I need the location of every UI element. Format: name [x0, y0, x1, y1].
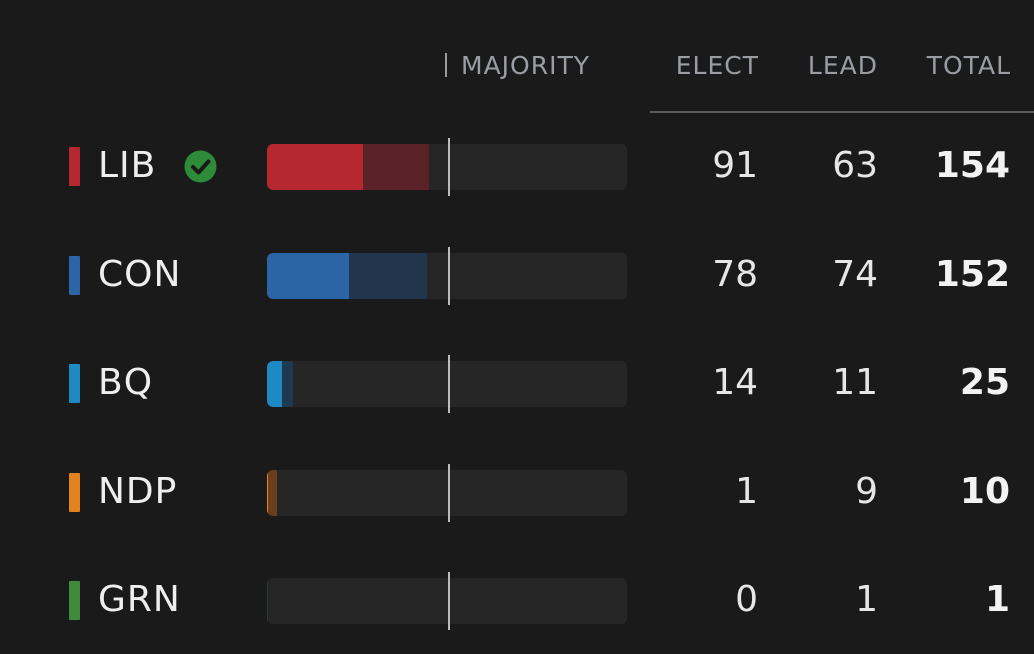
party-row-bq: BQ 14 11 25	[0, 355, 1034, 415]
majority-line	[448, 464, 450, 522]
total-count: 1	[984, 579, 1010, 620]
total-column-header: TOTAL	[926, 51, 1011, 80]
party-name: BQ	[98, 362, 154, 403]
lead-count: 9	[855, 471, 878, 512]
seat-bar-elect-segment	[267, 361, 282, 407]
seat-bar-elect-segment	[267, 144, 363, 190]
lead-column-header: LEAD	[807, 51, 878, 80]
lead-count: 63	[832, 145, 878, 186]
check-circle-icon	[184, 150, 217, 183]
lead-count: 1	[855, 579, 878, 620]
majority-line	[448, 247, 450, 305]
seat-bar	[267, 578, 627, 624]
header-divider	[650, 111, 1034, 113]
total-count: 25	[959, 362, 1010, 403]
party-color-swatch	[69, 581, 80, 620]
elect-count: 14	[712, 362, 758, 403]
lead-count: 74	[832, 254, 878, 295]
seat-bar-lead-segment	[267, 578, 268, 624]
seat-bar-lead-segment	[267, 470, 277, 516]
elect-count: 0	[735, 579, 758, 620]
seat-bar	[267, 470, 627, 516]
majority-header-label: MAJORITY	[461, 51, 591, 80]
elect-column-header: ELECT	[675, 51, 759, 80]
seat-bar	[267, 361, 627, 407]
party-name: GRN	[98, 579, 181, 620]
seat-bar	[267, 253, 627, 299]
elect-count: 1	[735, 471, 758, 512]
majority-header-tick	[445, 53, 447, 77]
party-color-swatch	[69, 256, 80, 295]
elect-count: 91	[712, 145, 758, 186]
party-row-grn: GRN 0 1 1	[0, 572, 1034, 632]
party-row-con: CON 78 74 152	[0, 247, 1034, 307]
majority-line	[448, 355, 450, 413]
total-count: 10	[959, 471, 1010, 512]
seat-bar-elect-segment	[267, 253, 349, 299]
party-row-lib: LIB 91 63 154	[0, 138, 1034, 198]
party-color-swatch	[69, 147, 80, 186]
lead-count: 11	[832, 362, 878, 403]
party-color-swatch	[69, 473, 80, 512]
seat-bar-elect-segment	[267, 470, 268, 516]
majority-line	[448, 138, 450, 196]
seat-bar	[267, 144, 627, 190]
party-row-ndp: NDP 1 9 10	[0, 464, 1034, 524]
majority-header: MAJORITY	[445, 50, 590, 82]
party-name: NDP	[98, 471, 178, 512]
total-count: 152	[934, 254, 1010, 295]
party-name: CON	[98, 254, 182, 295]
party-color-swatch	[69, 364, 80, 403]
total-count: 154	[934, 145, 1010, 186]
majority-line	[448, 572, 450, 630]
party-name: LIB	[98, 145, 157, 186]
elect-count: 78	[712, 254, 758, 295]
